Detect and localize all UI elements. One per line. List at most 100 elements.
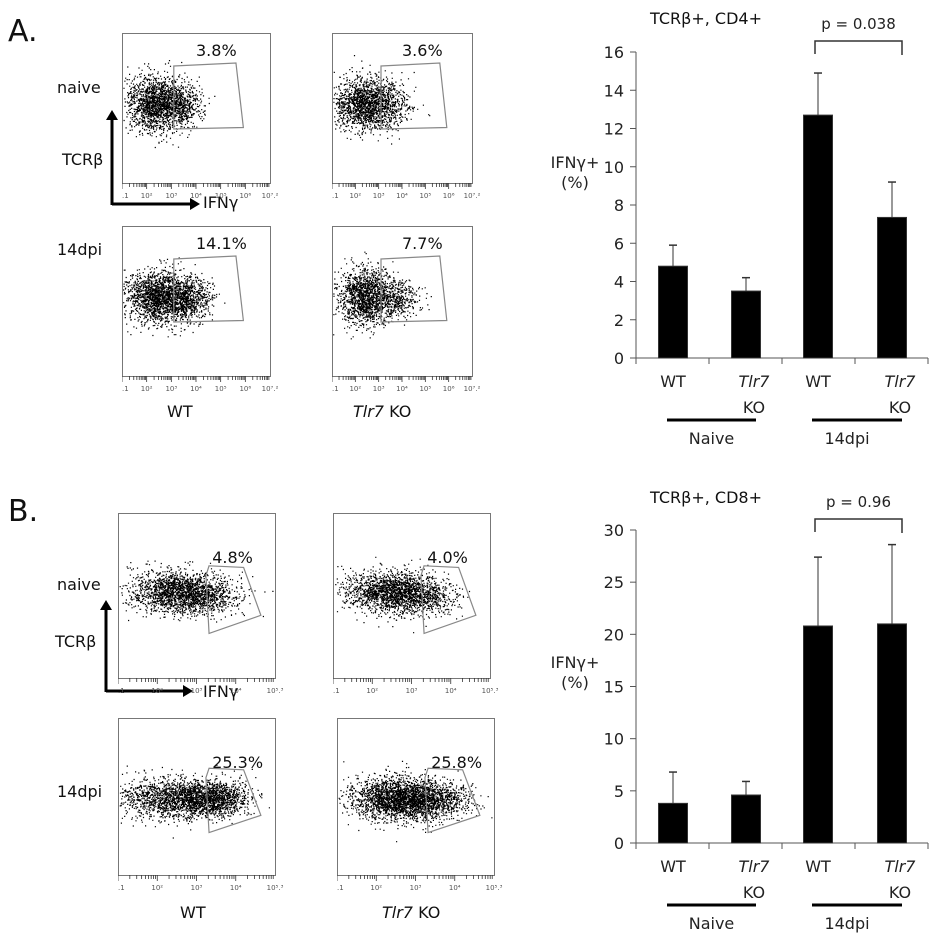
col-label-tlr7-ko: Tlr7 KO — [382, 903, 441, 922]
x-tick-label: .1 — [332, 385, 339, 393]
gate-polygon — [205, 565, 262, 635]
gate-polygon — [173, 62, 245, 130]
gate-percentage: 14.1% — [196, 234, 247, 253]
x-axis-ticks: .1 10² 10³ 10⁴ 10⁵ 10⁶ 10⁷.² — [122, 183, 279, 200]
x-tick-label: 10⁵.³ — [482, 687, 499, 695]
facs-dot-cloud — [335, 556, 471, 634]
x-tick-label: 10⁴ — [230, 884, 242, 892]
group-label: Naive — [689, 429, 735, 448]
x-tick-label: 10⁵.³ — [267, 687, 284, 695]
x-category-label: KO — [889, 883, 911, 902]
group-label: Naive — [689, 914, 735, 933]
x-tick-label: 10⁷.² — [262, 192, 279, 200]
arrow-right-icon — [190, 198, 200, 210]
bar — [731, 794, 761, 844]
x-category-label: WT — [805, 372, 831, 391]
x-tick-label: .1 — [118, 884, 125, 892]
x-tick-label: 10³ — [410, 884, 422, 892]
x-tick-label: 10⁶ — [239, 192, 251, 200]
x-tick-label: 10⁵ — [215, 192, 227, 200]
x-axis-ticks: .1 10² 10³ 10⁴ 10⁵.³ — [118, 678, 284, 695]
bar — [658, 265, 688, 359]
gate-polygon — [380, 255, 448, 323]
col-label-wt: WT — [167, 402, 193, 421]
bar — [877, 216, 907, 359]
facs-dot-cloud — [123, 60, 216, 149]
y-tick-label: 6 — [614, 234, 624, 253]
group-label: 14dpi — [824, 914, 869, 933]
y-tick-label: 10 — [604, 730, 624, 749]
row-label-naive: naive — [57, 575, 101, 594]
x-tick-label: 10⁴ — [396, 192, 408, 200]
x-axis-label-ifng: IFNγ — [203, 682, 239, 701]
x-tick-label: 10² — [151, 884, 163, 892]
facs-plot: .1 10² 10³ 10⁴ 10⁵ 10⁶ 10⁷.² — [332, 226, 481, 393]
y-tick-label: 10 — [604, 158, 624, 177]
y-axis-label-unit: (%) — [561, 173, 589, 192]
facs-plot: .1 10² 10³ 10⁴ 10⁵.³ — [118, 513, 284, 695]
col-label-wt: WT — [180, 903, 206, 922]
y-tick-label: 2 — [614, 311, 624, 330]
y-tick-label: 12 — [604, 120, 624, 139]
y-tick-label: 14 — [604, 81, 624, 100]
significance-bracket — [814, 40, 903, 55]
x-tick-label: .1 — [337, 884, 344, 892]
x-category-label: KO — [889, 398, 911, 417]
x-tick-label: 10⁴ — [190, 192, 202, 200]
x-tick-label: 10² — [370, 884, 382, 892]
gate-polygon — [205, 767, 262, 834]
y-tick-label: 8 — [614, 196, 624, 215]
x-tick-label: 10⁷.² — [464, 385, 481, 393]
x-tick-label: 10³ — [191, 884, 203, 892]
x-category-label: Tlr7 — [739, 857, 771, 876]
p-value-annotation: p = 0.038 — [821, 15, 896, 33]
x-tick-label: 10² — [349, 385, 361, 393]
gate-polygon — [420, 565, 477, 635]
x-tick-label: 10³ — [373, 385, 385, 393]
gate-percentage: 7.7% — [402, 234, 443, 253]
facs-dot-cloud — [119, 560, 274, 623]
y-axis-label-unit: (%) — [561, 673, 589, 692]
x-tick-label: .1 — [332, 192, 339, 200]
x-category-label: Tlr7 — [885, 372, 917, 391]
y-tick-label: 15 — [604, 678, 624, 697]
bar-chart-cd4: TCRβ+, CD4+ 0 2 4 6 8 10 12 14 16 IFNγ+(%) WT Tlr7 KO… — [551, 9, 929, 448]
x-tick-label: 10⁵ — [419, 192, 431, 200]
y-tick-label: 5 — [614, 782, 624, 801]
x-axis-ticks: .1 10² 10³ 10⁴ 10⁵.³ — [333, 678, 499, 695]
y-tick-label: 4 — [614, 273, 624, 292]
x-category-label: Tlr7 — [739, 372, 771, 391]
facs-plot: .1 10² 10³ 10⁴ 10⁵.³ — [333, 513, 499, 695]
x-tick-label: .1 — [122, 385, 129, 393]
x-tick-label: 10² — [349, 192, 361, 200]
group-label: 14dpi — [824, 429, 869, 448]
x-tick-label: 10⁴ — [230, 687, 242, 695]
arrow-right-icon — [183, 685, 193, 697]
facs-dot-cloud — [338, 760, 493, 843]
x-category-label: KO — [743, 883, 765, 902]
x-tick-label: 10⁷.² — [464, 192, 481, 200]
facs-dot-cloud — [333, 251, 432, 340]
x-category-label: WT — [805, 857, 831, 876]
x-tick-label: 10² — [141, 192, 153, 200]
row-label-naive: naive — [57, 78, 101, 97]
x-tick-label: 10² — [366, 687, 378, 695]
facs-dot-cloud — [333, 55, 431, 145]
panel-a-label: A. — [8, 14, 38, 49]
x-axis-ticks: .1 10² 10³ 10⁴ 10⁵.³ — [337, 875, 503, 892]
x-axis-ticks: .1 10² 10³ 10⁴ 10⁵.³ — [118, 875, 284, 892]
y-tick-label: 0 — [614, 834, 624, 853]
y-tick-label: 16 — [604, 43, 624, 62]
row-label-14dpi: 14dpi — [57, 240, 103, 259]
x-tick-label: 10³ — [165, 192, 177, 200]
facs-dot-cloud — [119, 764, 270, 839]
y-tick-label: 20 — [604, 625, 624, 644]
facs-plot: .1 10² 10³ 10⁴ 10⁵ 10⁶ 10⁷.² — [122, 33, 279, 200]
x-tick-label: 10³ — [191, 687, 203, 695]
bar-chart-cd8: TCRβ+, CD8+ 0 5 10 15 20 25 30 IFNγ+(%) WT Tlr7 KO W… — [551, 488, 929, 933]
chart-title: TCRβ+, CD8+ — [649, 488, 762, 507]
x-category-label: WT — [660, 372, 686, 391]
x-tick-label: 10³ — [406, 687, 418, 695]
facs-frame — [332, 33, 473, 184]
arrow-up-icon — [106, 110, 118, 120]
